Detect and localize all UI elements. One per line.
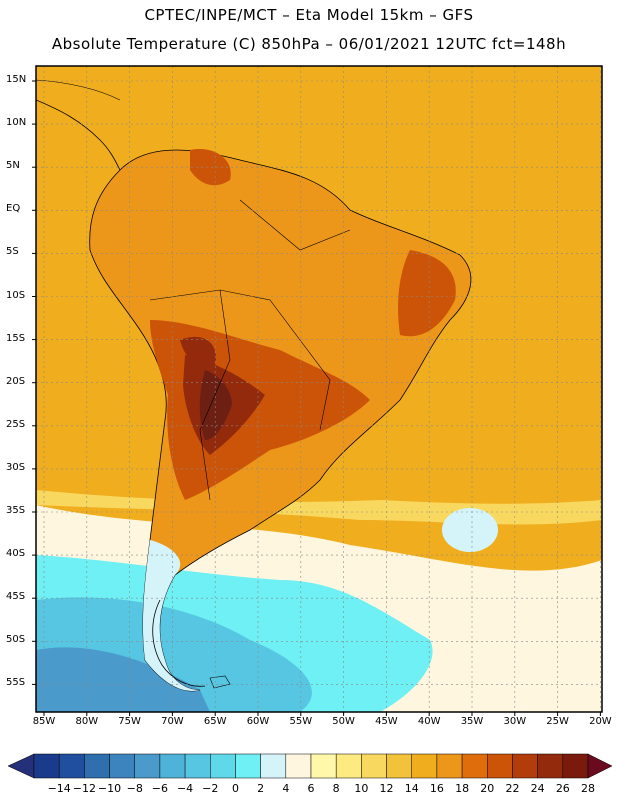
- lon-label: 70W: [161, 716, 184, 727]
- patagonia-coast: [152, 599, 206, 687]
- lon-label: 80W: [75, 716, 99, 727]
- colorbar-label: −12: [72, 782, 96, 795]
- colorbar-swatch: [335, 753, 362, 779]
- colorbar-swatch: [411, 753, 438, 779]
- hottest-zone: [199, 370, 232, 440]
- colorbar-swatch: [361, 753, 387, 779]
- lat-label: 15N: [6, 74, 27, 85]
- colorbar-label: 18: [455, 782, 470, 795]
- lat-label: 15S: [6, 332, 26, 344]
- lon-label: 50W: [332, 716, 355, 727]
- colorbar-label: −10: [97, 782, 122, 795]
- colorbar-label: −6: [151, 782, 169, 795]
- coldest-band: [36, 647, 210, 712]
- bolivia-hot-zone: [180, 336, 216, 368]
- colorbar-swatch: [436, 753, 463, 779]
- colorbar-swatch: [285, 753, 312, 779]
- colorbar-swatch: [562, 753, 589, 779]
- lon-label: 85W: [32, 716, 56, 727]
- lat-label: 45S: [6, 591, 26, 603]
- colorbar-label: 10: [354, 782, 369, 795]
- colorbar-label: 16: [429, 782, 444, 795]
- colorbar-swatch: [386, 753, 412, 779]
- colorbar-label: 6: [307, 782, 315, 795]
- colorbar-label: −14: [47, 782, 71, 795]
- northeast-hot-zone: [398, 250, 456, 337]
- colorbar-label: 24: [530, 782, 545, 795]
- colorbar-label: 4: [282, 782, 290, 795]
- colorbar-swatch: [260, 753, 287, 779]
- lat-label: 5N: [6, 160, 20, 172]
- lat-label: 40S: [6, 548, 26, 560]
- lon-label: 35W: [460, 716, 484, 727]
- lat-label: 50S: [6, 634, 26, 646]
- lat-label: 5S: [6, 246, 19, 258]
- colorbar-label: −2: [202, 782, 219, 795]
- colorbar-label: 20: [480, 782, 495, 795]
- lat-label: 10S: [6, 289, 26, 301]
- colorbar-label: 0: [231, 782, 239, 795]
- cool-patch: [442, 508, 498, 552]
- colorbar-swatch: [461, 753, 488, 779]
- colorbar-label: −8: [126, 782, 143, 795]
- lat-label: EQ: [6, 203, 21, 215]
- colorbar-label: 28: [581, 782, 595, 795]
- lon-label: 60W: [246, 716, 270, 727]
- temperature-field: [36, 66, 602, 712]
- colorbar-swatch: [210, 753, 236, 779]
- colorbar-low-arrow: [7, 753, 35, 779]
- colorbar-label: −4: [176, 782, 194, 795]
- colorbar-label: 14: [404, 782, 419, 795]
- colorbar-swatch: [310, 753, 337, 779]
- lon-label: 30W: [503, 716, 527, 727]
- colorbar-swatch: [159, 753, 186, 779]
- lat-label: 10N: [6, 117, 27, 129]
- lat-label: 35S: [6, 505, 26, 516]
- lon-label: 25W: [546, 716, 569, 727]
- title-line-1: CPTEC/INPE/MCT – Eta Model 15km – GFS: [144, 6, 474, 24]
- colorbar-swatch: [84, 753, 110, 779]
- country-borders: [149, 199, 351, 501]
- colorbar-label: 8: [332, 782, 340, 795]
- colorbar-swatch: [134, 753, 161, 779]
- colorbar-label: 26: [555, 782, 570, 795]
- lat-label: 30S: [6, 461, 26, 473]
- colorbar: [7, 753, 613, 779]
- lat-label: 25S: [6, 418, 26, 430]
- colorbar-swatch: [184, 753, 211, 779]
- colorbar-swatch: [58, 753, 85, 779]
- lon-label: 45W: [375, 716, 398, 727]
- colorbar-swatch: [537, 753, 564, 779]
- colorbar-swatch: [487, 753, 513, 779]
- lon-label: 75W: [118, 716, 141, 727]
- patagonia-cool-zone: [142, 540, 200, 691]
- lat-label: 20S: [6, 375, 26, 387]
- colorbar-high-arrow: [587, 753, 613, 779]
- lon-label: 55W: [289, 716, 313, 727]
- colorbar-swatch: [512, 753, 538, 779]
- northern-hot-zone: [190, 149, 231, 186]
- colorbar-swatch: [235, 753, 261, 779]
- lat-label: 55S: [6, 677, 26, 689]
- lon-label: 65W: [203, 716, 227, 727]
- colorbar-label: 22: [505, 782, 520, 795]
- central-america-coast: [36, 99, 121, 171]
- colorbar-label: 2: [257, 782, 265, 795]
- map-frame: [35, 65, 603, 713]
- lon-label: 20W: [589, 716, 612, 727]
- colorbar-label: 12: [379, 782, 394, 795]
- lat-lon-gridlines: [32, 66, 602, 716]
- colorbar-swatch: [109, 753, 135, 779]
- title-line-2: Absolute Temperature (C) 850hPa – 06/01/…: [51, 35, 567, 53]
- colorbar-swatch: [33, 753, 60, 779]
- lon-label: 40W: [417, 716, 441, 727]
